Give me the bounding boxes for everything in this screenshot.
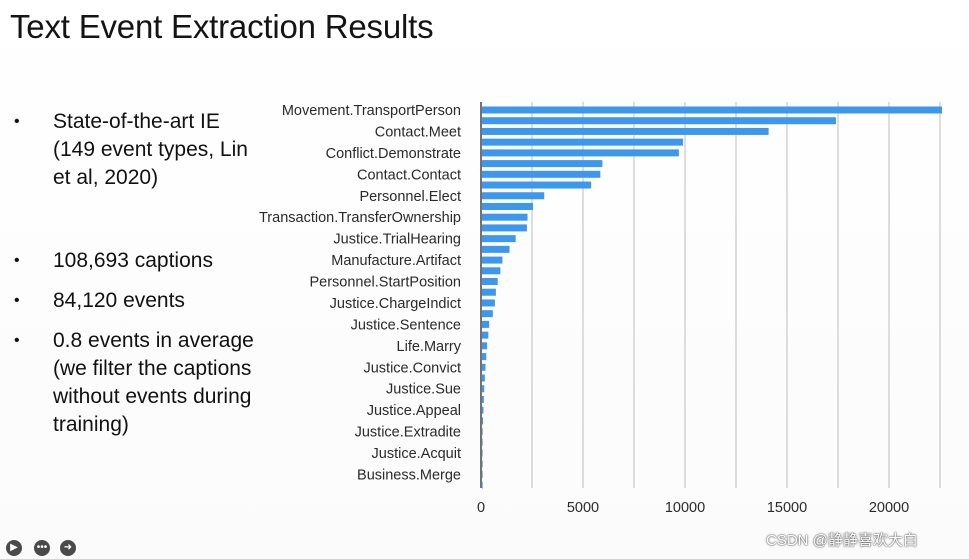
category-label: Movement.TransportPerson xyxy=(282,103,461,119)
bullet-dot: • xyxy=(14,292,20,309)
bar xyxy=(482,224,527,232)
category-label: Justice.Sentence xyxy=(351,317,461,333)
bar xyxy=(482,278,498,286)
bar xyxy=(482,395,484,403)
x-tick-label: 5000 xyxy=(567,500,599,516)
bar xyxy=(482,363,486,371)
bar xyxy=(482,138,683,146)
bar xyxy=(482,267,501,275)
bar xyxy=(482,288,496,296)
bar xyxy=(482,245,510,253)
category-label: Justice.Sue xyxy=(386,382,461,398)
category-label: Personnel.StartPosition xyxy=(309,275,461,291)
bar xyxy=(482,181,592,189)
bar xyxy=(482,127,769,135)
bar xyxy=(482,256,503,264)
x-tick-label: 0 xyxy=(477,500,485,516)
category-label: Justice.ChargeIndict xyxy=(330,296,461,312)
bullet-text: 0.8 events in average (we filter the cap… xyxy=(53,329,254,436)
bar xyxy=(482,117,836,125)
watermark: CSDN @静静喜欢大白 xyxy=(766,532,918,549)
bar xyxy=(482,481,483,489)
bar xyxy=(482,374,485,382)
bullet-text: 108,693 captions xyxy=(53,249,213,272)
bar xyxy=(482,353,487,361)
bar xyxy=(482,235,516,243)
category-label: Justice.Appeal xyxy=(367,403,461,419)
slide-title: Text Event Extraction Results xyxy=(10,8,434,45)
bullet-item: • State-of-the-art IE (149 event types, … xyxy=(14,108,254,192)
category-label: Justice.Extradite xyxy=(355,425,461,441)
more-icon[interactable]: ••• xyxy=(34,540,50,556)
bar xyxy=(482,299,495,307)
category-label: Contact.Meet xyxy=(375,124,461,140)
bar xyxy=(482,106,943,114)
category-label: Personnel.Elect xyxy=(359,189,461,205)
category-label: Manufacture.Artifact xyxy=(331,253,461,269)
bar xyxy=(482,202,534,210)
category-label: Justice.TrialHearing xyxy=(333,232,461,248)
bar xyxy=(482,149,679,157)
bar xyxy=(482,170,601,178)
bar xyxy=(482,342,488,350)
x-tick-label: 15000 xyxy=(767,500,807,516)
bullet-item: • 84,120 events xyxy=(14,287,254,315)
x-tick-label: 20000 xyxy=(869,500,909,516)
bar xyxy=(482,460,483,468)
category-label: Conflict.Demonstrate xyxy=(326,146,461,162)
presentation-controls: ▶ ••• ➜ xyxy=(0,536,90,559)
bar xyxy=(482,438,483,446)
bar xyxy=(482,470,483,478)
bar xyxy=(482,406,484,414)
bar xyxy=(482,331,489,339)
bar xyxy=(482,213,528,221)
bar xyxy=(482,320,490,328)
bullet-text: 84,120 events xyxy=(53,289,185,312)
category-label: Justice.Acquit xyxy=(372,446,461,462)
bar xyxy=(482,385,485,393)
bar xyxy=(482,160,603,168)
bar xyxy=(482,428,483,436)
bullet-item: • 0.8 events in average (we filter the c… xyxy=(14,327,254,439)
bar xyxy=(482,449,483,457)
bullet-text: State-of-the-art IE (149 event types, Li… xyxy=(53,110,248,189)
bar xyxy=(482,417,484,425)
bullet-dot: • xyxy=(14,113,20,130)
bar xyxy=(482,192,545,200)
bullet-dot: • xyxy=(14,252,20,269)
bullet-list: • State-of-the-art IE (149 event types, … xyxy=(14,108,254,439)
category-label: Life.Marry xyxy=(397,339,462,355)
video-icon[interactable]: ▶ xyxy=(6,540,22,556)
category-label: Contact.Contact xyxy=(357,167,461,183)
bullet-item: • 108,693 captions xyxy=(14,247,254,275)
category-label: Business.Merge xyxy=(357,467,461,483)
category-label: Justice.Convict xyxy=(363,360,461,376)
bar xyxy=(482,310,493,318)
bullet-dot: • xyxy=(14,332,20,349)
x-tick-label: 10000 xyxy=(665,500,705,516)
category-label: Transaction.TransferOwnership xyxy=(259,210,461,226)
next-icon[interactable]: ➜ xyxy=(60,540,76,556)
